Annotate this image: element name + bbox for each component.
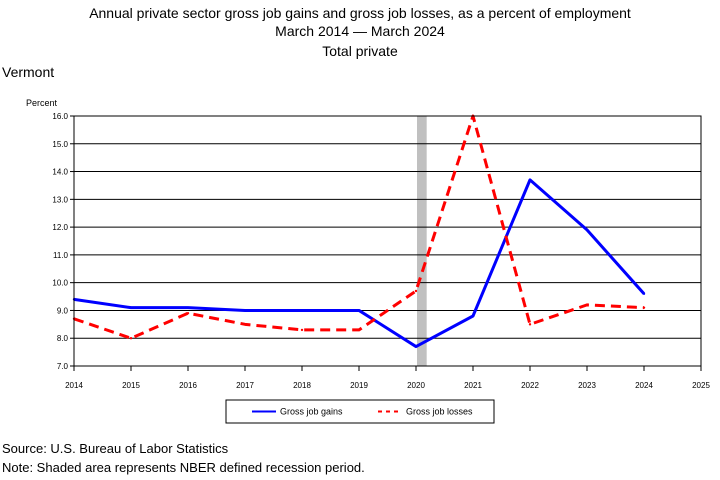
- data-point-gains: [642, 292, 646, 295]
- chart-subtitle-2: Total private: [322, 43, 398, 59]
- data-point-losses: [129, 337, 133, 340]
- recession-band: [417, 116, 427, 366]
- x-tick-label: 2014: [65, 381, 83, 390]
- chart-subtitle: March 2014 — March 2024: [275, 23, 445, 39]
- data-point-gains: [243, 309, 247, 312]
- legend-box: [225, 399, 495, 424]
- data-point-losses: [357, 328, 361, 332]
- chart-title: Annual private sector gross job gains an…: [89, 5, 631, 21]
- y-tick-label: 14.0: [52, 168, 68, 177]
- y-tick-label: 16.0: [52, 112, 68, 121]
- data-point-gains: [186, 306, 190, 309]
- y-tick-label: 12.0: [52, 223, 68, 232]
- recession-note: Note: Shaded area represents NBER define…: [2, 460, 365, 475]
- data-point-gains: [585, 228, 589, 232]
- data-point-losses: [300, 328, 304, 332]
- y-tick-label: 15.0: [52, 140, 68, 149]
- x-tick-label: 2023: [578, 381, 596, 390]
- source-note: Source: U.S. Bureau of Labor Statistics: [2, 441, 229, 456]
- y-tick-label: 8.0: [57, 334, 69, 343]
- x-tick-label: 2016: [179, 381, 197, 390]
- y-tick-label: 9.0: [57, 306, 69, 315]
- data-point-losses: [642, 306, 646, 309]
- y-axis-label: Percent: [26, 98, 58, 108]
- y-tick-label: 11.0: [53, 251, 69, 260]
- data-point-losses: [186, 312, 190, 315]
- data-point-losses: [585, 303, 589, 307]
- x-tick-label: 2018: [293, 381, 311, 390]
- data-point-gains: [357, 309, 361, 312]
- plot-frame: [73, 115, 702, 367]
- data-point-losses: [414, 289, 418, 293]
- x-tick-label: 2024: [635, 381, 653, 390]
- data-point-gains: [414, 345, 418, 348]
- data-point-gains: [300, 309, 304, 312]
- x-tick-label: 2021: [464, 381, 482, 390]
- data-point-gains: [471, 314, 475, 318]
- data-point-gains: [528, 178, 532, 182]
- x-tick-label: 2020: [407, 381, 425, 390]
- y-tick-label: 10.0: [52, 279, 68, 288]
- series-line-gains: [73, 178, 646, 349]
- data-point-gains: [129, 306, 133, 309]
- x-tick-label: 2017: [236, 381, 254, 390]
- x-tick-label: 2015: [122, 381, 140, 390]
- y-tick-label: 7.0: [57, 362, 69, 371]
- y-tick-label: 13.0: [52, 195, 68, 204]
- legend-label-gains: Gross job gains: [280, 407, 343, 417]
- x-tick-label: 2019: [350, 381, 368, 390]
- data-point-losses: [528, 323, 532, 326]
- data-point-losses: [243, 323, 247, 326]
- x-tick-label: 2022: [521, 381, 539, 390]
- region-label: Vermont: [2, 64, 55, 80]
- x-tick-label: 2025: [692, 381, 710, 390]
- legend-label-losses: Gross job losses: [406, 407, 473, 417]
